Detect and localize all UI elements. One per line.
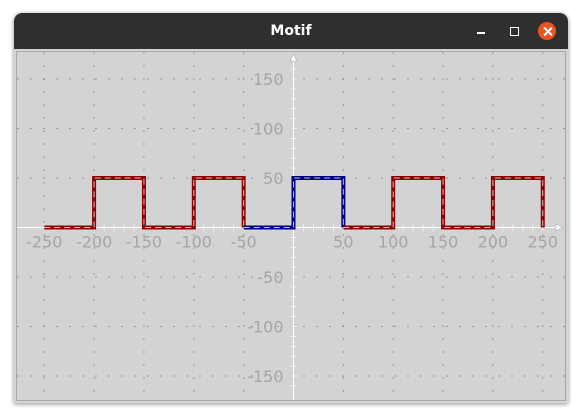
chart-series — [44, 178, 543, 228]
chart: -250 -200 -150 -100 -50 50 100 150 200 250 150 100 5… — [17, 52, 565, 400]
x-tick-label: 100 — [378, 233, 409, 252]
y-tick-label: 50 — [263, 169, 283, 188]
x-axis-arrow — [556, 224, 563, 231]
maximize-icon — [510, 27, 519, 36]
close-icon — [543, 27, 552, 36]
plot-area[interactable]: -250 -200 -150 -100 -50 50 100 150 200 250 150 100 5… — [16, 51, 566, 401]
x-tick-label: 200 — [478, 233, 509, 252]
y-tick-label: 150 — [253, 70, 284, 89]
x-tick-label: 50 — [333, 233, 353, 252]
minimize-button[interactable] — [472, 22, 490, 40]
y-tick-label: -50 — [257, 268, 283, 287]
y-tick-label: -100 — [247, 318, 283, 337]
x-tick-label: -50 — [231, 233, 257, 252]
title-bar[interactable]: Motif — [14, 13, 568, 49]
app-window: Motif -250 -200 -150 -100 -50 50 100 150 200 250 1… — [14, 13, 568, 403]
x-tick-label: -150 — [126, 233, 162, 252]
close-button[interactable] — [538, 22, 556, 40]
y-tick-label: -150 — [247, 367, 283, 386]
maximize-button[interactable] — [505, 22, 523, 40]
y-axis-arrow — [290, 54, 297, 61]
x-tick-label: 150 — [428, 233, 459, 252]
x-tick-label: -200 — [76, 233, 112, 252]
y-tick-label: 100 — [253, 120, 284, 139]
minimize-icon — [477, 32, 485, 34]
x-tick-label: -100 — [176, 233, 212, 252]
x-tick-label: -250 — [26, 233, 62, 252]
x-tick-label: 250 — [527, 233, 558, 252]
